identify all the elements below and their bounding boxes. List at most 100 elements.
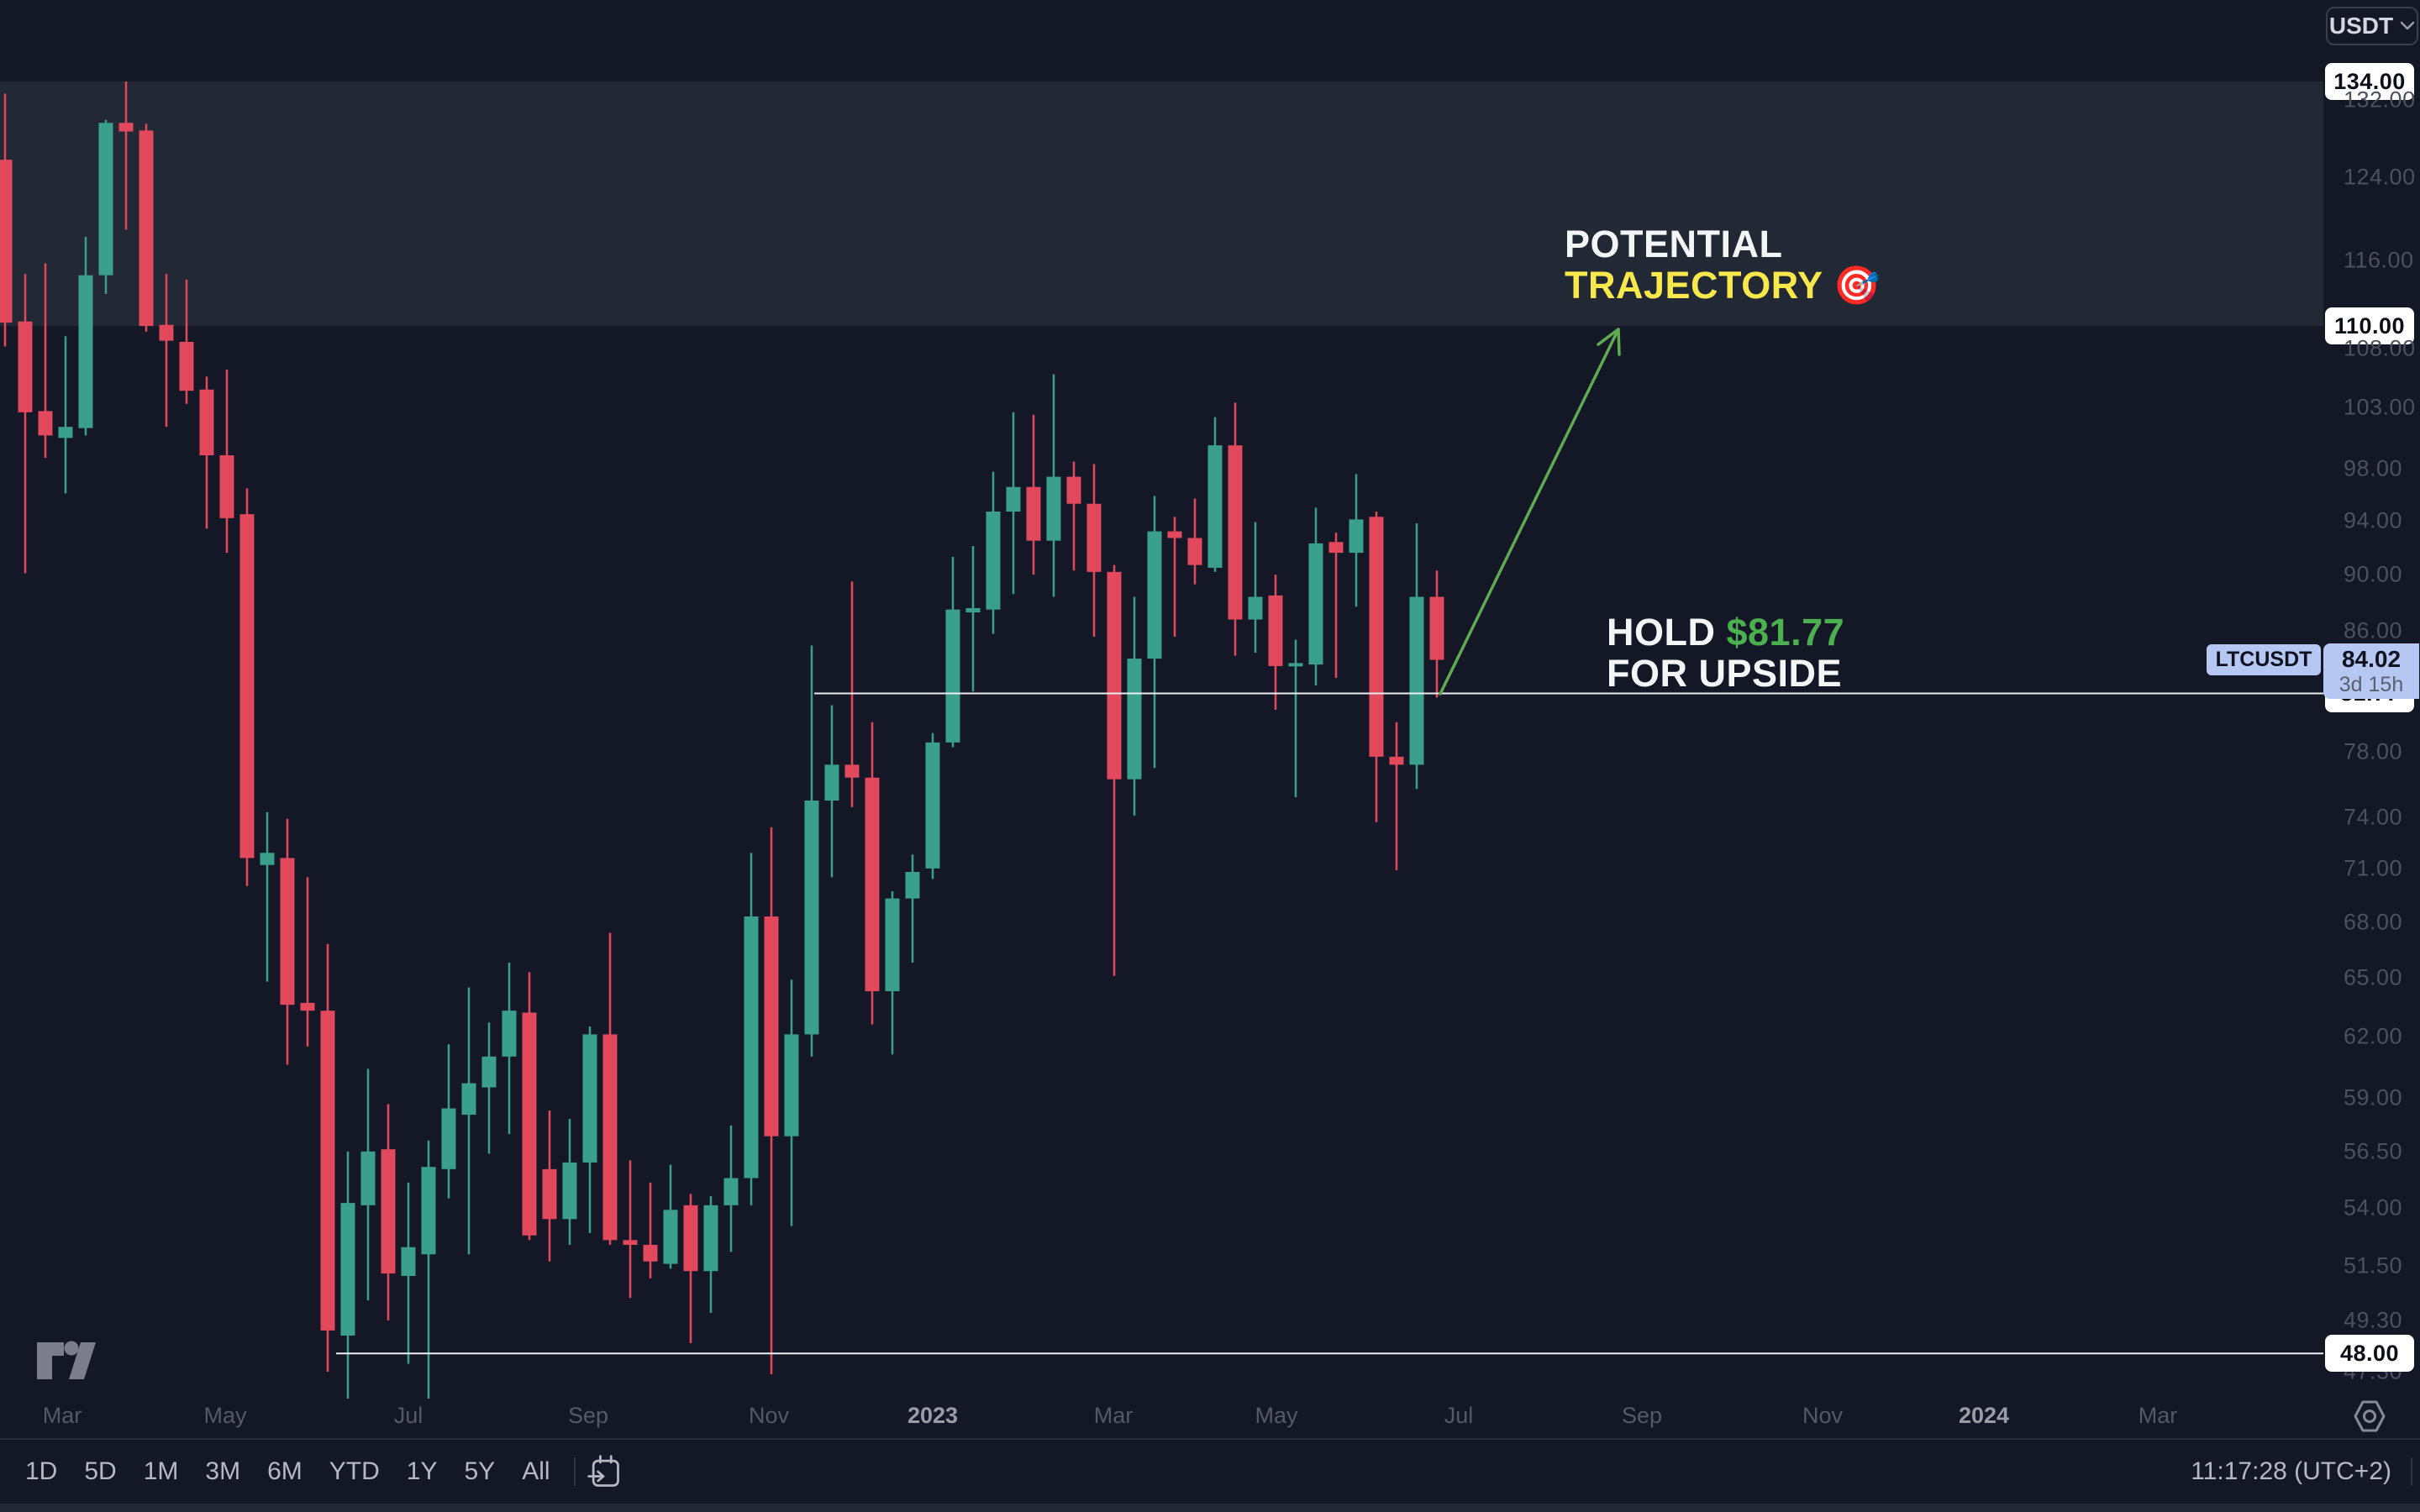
candle-wick bbox=[467, 987, 471, 1255]
candle-body bbox=[1268, 595, 1283, 666]
trajectory-line1: POTENTIAL bbox=[1565, 223, 1783, 265]
candle-body bbox=[683, 1205, 698, 1272]
price-tick: 94.00 bbox=[2344, 507, 2403, 533]
candle-body bbox=[18, 321, 33, 412]
range-button-1d[interactable]: 1D bbox=[25, 1457, 58, 1485]
price-axis[interactable]: 134.00 132.00 124.00 116.00 110.00 108.00 103.… bbox=[2323, 0, 2420, 1438]
range-button-all[interactable]: All bbox=[522, 1457, 550, 1485]
candle-body bbox=[78, 275, 93, 428]
price-tick: 116.00 bbox=[2344, 247, 2414, 273]
trajectory-arrow[interactable] bbox=[1439, 328, 1620, 696]
candle-body bbox=[441, 1108, 456, 1169]
candle-body bbox=[360, 1151, 376, 1205]
tradingview-logo[interactable] bbox=[35, 1337, 108, 1381]
currency-dropdown[interactable]: USDT bbox=[2326, 7, 2418, 45]
range-button-3m[interactable]: 3M bbox=[205, 1457, 241, 1485]
candle-body bbox=[1429, 596, 1444, 660]
candle-body bbox=[1288, 663, 1303, 667]
range-button-6m[interactable]: 6M bbox=[267, 1457, 302, 1485]
trajectory-arrowhead bbox=[1597, 328, 1621, 356]
trajectory-annotation: POTENTIAL TRAJECTORY 🎯 bbox=[1565, 223, 1881, 306]
go-to-date-icon[interactable] bbox=[586, 1453, 623, 1490]
range-button-1y[interactable]: 1Y bbox=[406, 1457, 438, 1485]
candle-wick bbox=[649, 1182, 652, 1278]
candle-body bbox=[118, 123, 134, 132]
time-label-month: Nov bbox=[748, 1403, 789, 1428]
candle-body bbox=[300, 1002, 315, 1011]
candle-body bbox=[1228, 445, 1243, 620]
chevron-down-icon bbox=[2400, 21, 2415, 30]
symbol-tag: LTCUSDT bbox=[2207, 644, 2321, 675]
candle-wick bbox=[165, 274, 168, 428]
time-label-month: Mar bbox=[42, 1403, 82, 1428]
time-label-year: 2024 bbox=[1958, 1403, 2010, 1428]
candle-body bbox=[1369, 517, 1384, 757]
toolbar-divider bbox=[573, 1457, 576, 1486]
time-label-month: May bbox=[203, 1403, 247, 1428]
candle-wick bbox=[427, 1140, 430, 1399]
time-label-month: Nov bbox=[1802, 1403, 1843, 1428]
time-label-month: Mar bbox=[2138, 1403, 2178, 1428]
price-tick: 108.00 bbox=[2344, 335, 2416, 361]
price-tick: 78.00 bbox=[2344, 738, 2403, 764]
candle-body bbox=[481, 1056, 497, 1088]
candle-wick bbox=[124, 81, 128, 230]
candle-body bbox=[1006, 486, 1021, 512]
time-label-month: Mar bbox=[1093, 1403, 1134, 1428]
candle-wick bbox=[44, 263, 47, 459]
candle-body bbox=[905, 872, 920, 899]
price-tick: 49.30 bbox=[2344, 1307, 2403, 1333]
price-tick-box: 48.00 bbox=[2325, 1335, 2414, 1373]
hold-annotation: HOLD $81.77 FOR UPSIDE bbox=[1607, 612, 1844, 694]
candle-body bbox=[663, 1210, 678, 1264]
range-button-5d[interactable]: 5D bbox=[84, 1457, 117, 1485]
candle-body bbox=[1248, 596, 1263, 620]
candle-body bbox=[58, 427, 73, 438]
candle-body bbox=[461, 1083, 476, 1116]
candle-wick bbox=[1395, 722, 1398, 870]
range-buttons: 1D 5D 1M 3M 6M YTD 1Y 5Y All bbox=[0, 1440, 564, 1504]
candle-body bbox=[1389, 756, 1404, 765]
candle-wick bbox=[1072, 461, 1076, 571]
candle-body bbox=[824, 764, 839, 801]
price-tick: 62.00 bbox=[2344, 1023, 2403, 1049]
candle-body bbox=[945, 609, 960, 743]
candle-body bbox=[1086, 503, 1102, 572]
candle-wick bbox=[24, 274, 27, 574]
candle-wick bbox=[911, 854, 914, 963]
candle-body bbox=[582, 1034, 597, 1163]
price-tick: 65.00 bbox=[2344, 964, 2403, 990]
candle-body bbox=[381, 1149, 396, 1274]
candlestick-chart[interactable] bbox=[0, 0, 2323, 1399]
candle-body bbox=[239, 514, 255, 858]
candle-wick bbox=[629, 1160, 632, 1299]
candle-body bbox=[602, 1034, 618, 1241]
range-button-1m[interactable]: 1M bbox=[143, 1457, 179, 1485]
bottom-scroll-strip[interactable] bbox=[0, 1504, 2420, 1512]
range-button-ytd[interactable]: YTD bbox=[329, 1457, 380, 1485]
candle-wick bbox=[306, 877, 309, 1047]
candle-wick bbox=[1173, 517, 1176, 638]
candle-body bbox=[320, 1011, 335, 1331]
clock-divider bbox=[2411, 1457, 2412, 1486]
candle-body bbox=[280, 858, 295, 1005]
trajectory-line2: TRAJECTORY bbox=[1565, 264, 1823, 307]
candle-body bbox=[925, 742, 940, 869]
price-tick: 98.00 bbox=[2344, 455, 2403, 481]
candle-body bbox=[139, 130, 154, 327]
candle-body bbox=[1127, 659, 1142, 780]
hold-line2: FOR UPSIDE bbox=[1607, 652, 1843, 695]
hold-price: $81.77 bbox=[1726, 611, 1845, 654]
price-tick: 74.00 bbox=[2344, 804, 2403, 830]
range-button-5y[interactable]: 5Y bbox=[464, 1457, 496, 1485]
candle-body bbox=[1187, 538, 1202, 565]
candle-body bbox=[1026, 486, 1041, 541]
settings-gear-icon[interactable] bbox=[2353, 1399, 2386, 1433]
candle-wick bbox=[487, 1022, 491, 1154]
candle-body bbox=[199, 389, 214, 456]
clock[interactable]: 11:17:28 (UTC+2) bbox=[2191, 1457, 2391, 1485]
price-tick: 86.00 bbox=[2344, 617, 2403, 643]
price-tick: 90.00 bbox=[2344, 561, 2403, 587]
candle-wick bbox=[266, 811, 269, 982]
candle-body bbox=[804, 801, 819, 1035]
